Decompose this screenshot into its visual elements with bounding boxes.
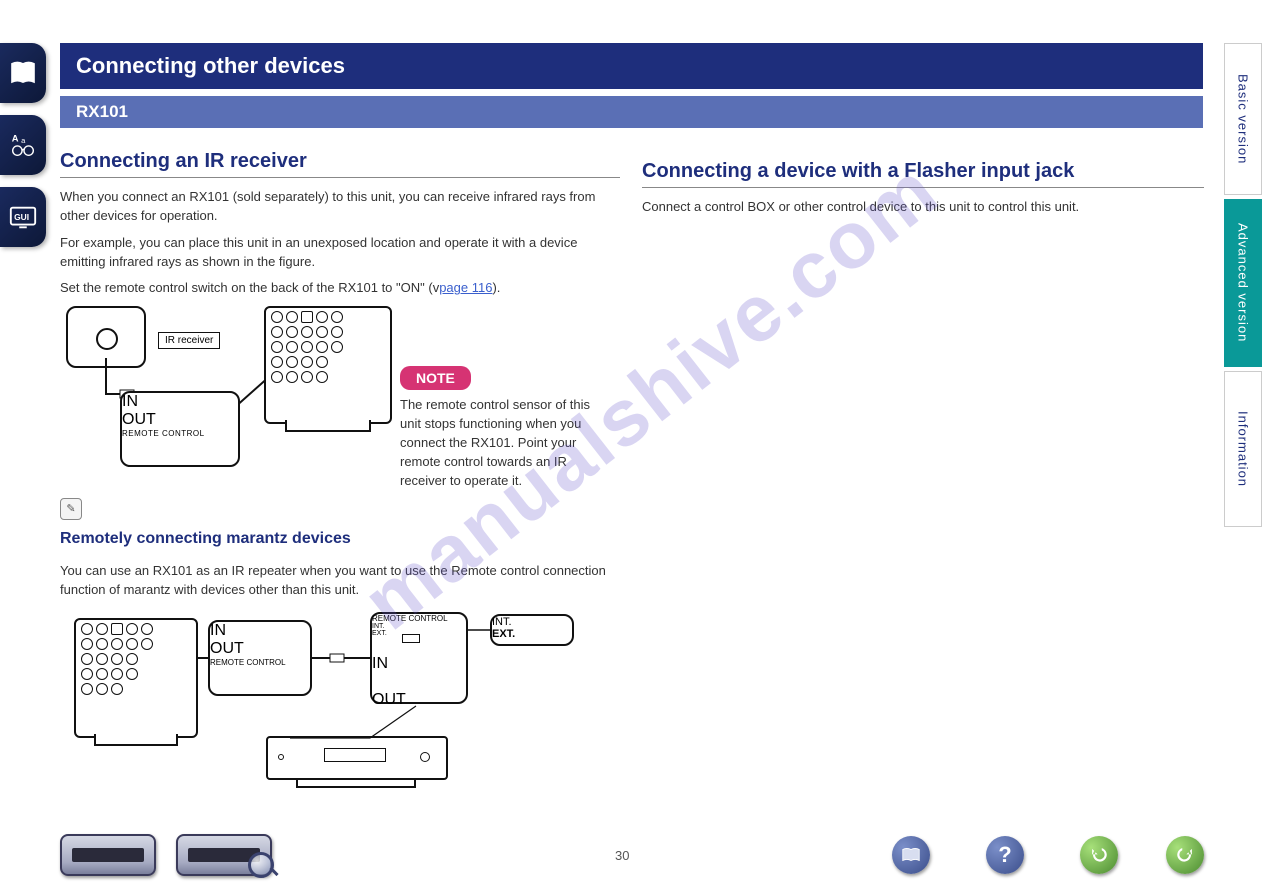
footer-back-button[interactable] <box>1080 836 1118 874</box>
paragraph: You can use an RX101 as an IR repeater w… <box>60 562 620 600</box>
page-subtitle-bar: RX101 <box>60 96 1203 128</box>
page-title-bar: Connecting other devices <box>60 43 1203 89</box>
side-tab-label: Information <box>1236 411 1251 487</box>
undo-icon <box>1088 844 1110 866</box>
redo-icon <box>1174 844 1196 866</box>
footer-front-panel-button[interactable] <box>60 834 156 876</box>
side-tab-information[interactable]: Information <box>1224 371 1262 527</box>
gui-icon: GUI <box>8 202 38 232</box>
nav-tab-contents[interactable] <box>0 43 46 103</box>
footer-forward-button[interactable] <box>1166 836 1204 874</box>
note-hint-icon: ✎ <box>60 498 82 520</box>
content-left-column: Connecting an IR receiver When you conne… <box>60 150 620 798</box>
side-tab-basic[interactable]: Basic version <box>1224 43 1262 195</box>
svg-text:GUI: GUI <box>14 212 29 222</box>
dictionary-icon: A a <box>8 130 38 160</box>
svg-text:a: a <box>21 136 26 145</box>
page-link[interactable]: page 116 <box>439 280 492 295</box>
section-heading-remote-connect: Remotely connecting marantz devices <box>60 530 620 552</box>
diagram-remote-connect: IN OUT REMOTE CONTROL REMOTE CONTROL INT… <box>60 608 620 798</box>
paragraph: Set the remote control switch on the bac… <box>60 279 620 298</box>
question-icon: ? <box>998 842 1011 868</box>
nav-tab-gui[interactable]: GUI <box>0 187 46 247</box>
label-ir-receiver: IR receiver <box>158 332 220 349</box>
diagram-ir-receiver: IR receiver IN OUT REMOTE CONTROL NOTE T… <box>60 306 620 486</box>
footer-help-button[interactable]: ? <box>986 836 1024 874</box>
nav-tab-glossary[interactable]: A a <box>0 115 46 175</box>
page-number: 30 <box>615 848 629 863</box>
section-heading-flasher: Connecting a device with a Flasher input… <box>642 160 1204 188</box>
section-heading-ir-receiver: Connecting an IR receiver <box>60 150 620 178</box>
page-title: Connecting other devices <box>76 53 345 79</box>
open-book-icon <box>900 844 922 866</box>
paragraph: When you connect an RX101 (sold separate… <box>60 188 620 226</box>
paragraph: Connect a control BOX or other control d… <box>642 198 1204 217</box>
side-tab-label: Advanced version <box>1236 223 1251 342</box>
note-text: The remote control sensor of this unit s… <box>400 396 610 490</box>
content-right-column: Connecting a device with a Flasher input… <box>642 160 1204 225</box>
footer-contents-button[interactable] <box>892 836 930 874</box>
footer-rear-panel-button[interactable] <box>176 834 272 876</box>
magnifier-icon <box>248 852 274 878</box>
side-tab-advanced[interactable]: Advanced version <box>1224 199 1262 367</box>
footer-bar: ? <box>0 830 1263 885</box>
svg-text:A: A <box>12 133 19 143</box>
note-label: NOTE <box>400 366 471 390</box>
open-book-icon <box>8 58 38 88</box>
side-tab-label: Basic version <box>1236 74 1251 164</box>
page-subtitle: RX101 <box>76 102 128 122</box>
paragraph: For example, you can place this unit in … <box>60 234 620 272</box>
